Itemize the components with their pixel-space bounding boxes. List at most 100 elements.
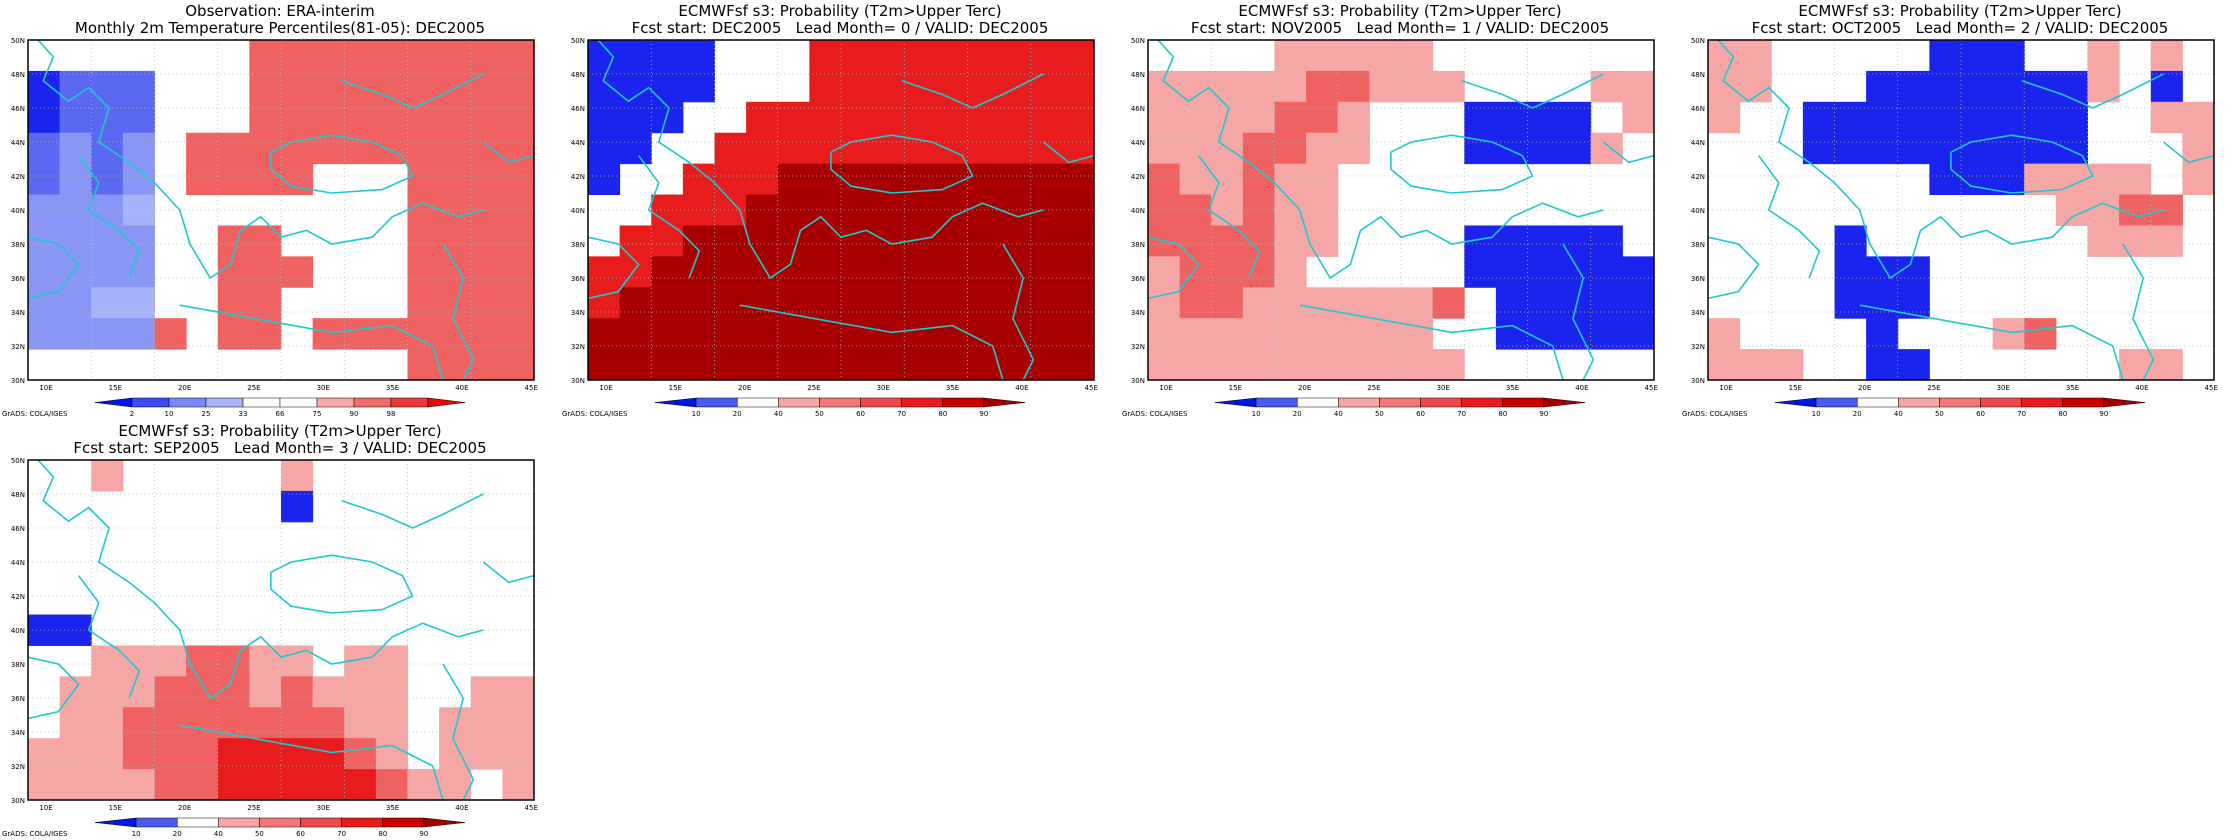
map-cell [999,101,1032,134]
map-cell [249,40,282,72]
map-cell [470,738,503,770]
lat-label: 36N [1691,275,1705,283]
colorbar-label: 20 [1293,410,1302,418]
colorbar-swatch [1815,397,1858,408]
colorbar: 10 20 40 50 60 70 80 90 [1214,397,1586,418]
map-cell [28,738,61,770]
map-cell [281,645,314,677]
map-cell [1306,287,1339,319]
map-cell [967,287,1000,319]
map-cell [588,163,621,196]
map-cell [59,738,92,770]
panel-lead2: ECMWFsf s3: Probability (T2m>Upper Terc)… [1680,0,2240,420]
colorbar-label: 50 [815,410,824,418]
map-cell [1401,318,1434,350]
map-cell [1030,70,1063,103]
map-cell [249,676,282,708]
credit-label: GrADS: COLA/IGES [2,410,68,418]
map-cell [2055,194,2088,226]
colorbar-label: 60 [856,410,865,418]
map-cell [1866,70,1899,103]
colorbar-label: 90 [2099,410,2108,418]
map-cell [746,163,779,196]
map-cell [154,769,187,801]
map-cell [249,769,282,801]
map-cell [1369,349,1402,381]
map-cell [2087,163,2120,196]
colorbar-label: 40 [214,830,223,838]
map-cell [91,738,124,770]
coast-line [179,304,444,381]
colorbar-swatch [259,817,301,828]
map-cell [186,769,219,801]
map-cell [281,256,314,288]
map-cell [872,70,905,103]
map-cell [439,256,472,288]
colorbar-label: 40 [1894,410,1903,418]
map-cell [1929,70,1962,103]
colorbar: 10 20 40 50 60 70 80 90 [654,397,1026,418]
lat-label: 30N [1131,377,1145,385]
colorbar-swatch [341,817,384,828]
map-cell [502,40,535,72]
map-cell [809,40,842,72]
map-cell [1929,163,1962,196]
credit-label: GrADS: COLA/IGES [562,410,628,418]
colorbar-label: 20 [733,410,742,418]
map-cell [1030,163,1063,196]
map-lead3: 30N 32N 34N 36N 38N 40N 42N 44N 46N 48N 50N 10E 15E 2… [11,457,538,838]
lon-label: 40E [1575,384,1588,392]
map-cell [777,287,810,319]
colorbar-swatch [353,397,392,408]
panel-title: ECMWFsf s3: Probability (T2m>Upper Terc) [118,422,442,440]
map-cell [1708,318,1741,350]
map-cell [344,676,377,708]
lon-label: 10E [39,384,52,392]
colorbar-swatch [778,397,820,408]
map-cell [122,318,155,350]
colorbar-label: 90 [350,410,359,418]
map-cell [1527,132,1560,165]
map-cell [281,132,314,165]
colorbar-label: 80 [378,830,387,838]
map-cell [1866,132,1899,165]
map-cell [1211,70,1244,103]
map-cell [1062,256,1095,288]
map-cell [1062,194,1095,226]
map-cell [122,769,155,801]
lon-label: 45E [525,804,538,812]
map-cell [1401,40,1434,72]
map-cell [1495,101,1528,134]
map-cell [1495,256,1528,288]
map-cell [2087,70,2120,103]
map-cell [502,707,535,739]
colorbar-swatch [901,397,944,408]
lat-label: 50N [11,457,25,465]
coastline [1147,39,1655,381]
lat-label: 50N [571,37,585,45]
coast-line [442,243,475,381]
map-cell [470,225,503,257]
map-cell [1992,70,2025,103]
lat-label: 32N [11,763,25,771]
map-cell [407,225,440,257]
coast-line [77,155,141,279]
map-cell [777,132,810,165]
map-cell [2024,318,2057,350]
map-cell [1148,318,1181,350]
map-cell [967,225,1000,257]
map-cell [502,101,535,134]
lon-label: 10E [1719,384,1732,392]
colorbar-label: 40 [774,410,783,418]
colorbar-label: 90 [419,830,428,838]
map-cell [407,256,440,288]
colorbar-label: 90 [979,410,988,418]
map-cell [1739,349,1772,381]
graticule [588,40,1094,380]
lat-label: 40N [11,207,25,215]
map-cell [439,194,472,226]
map-cell [1929,101,1962,134]
lat-label: 32N [571,343,585,351]
map-cell [186,163,219,196]
colorbar-swatch [316,397,355,408]
